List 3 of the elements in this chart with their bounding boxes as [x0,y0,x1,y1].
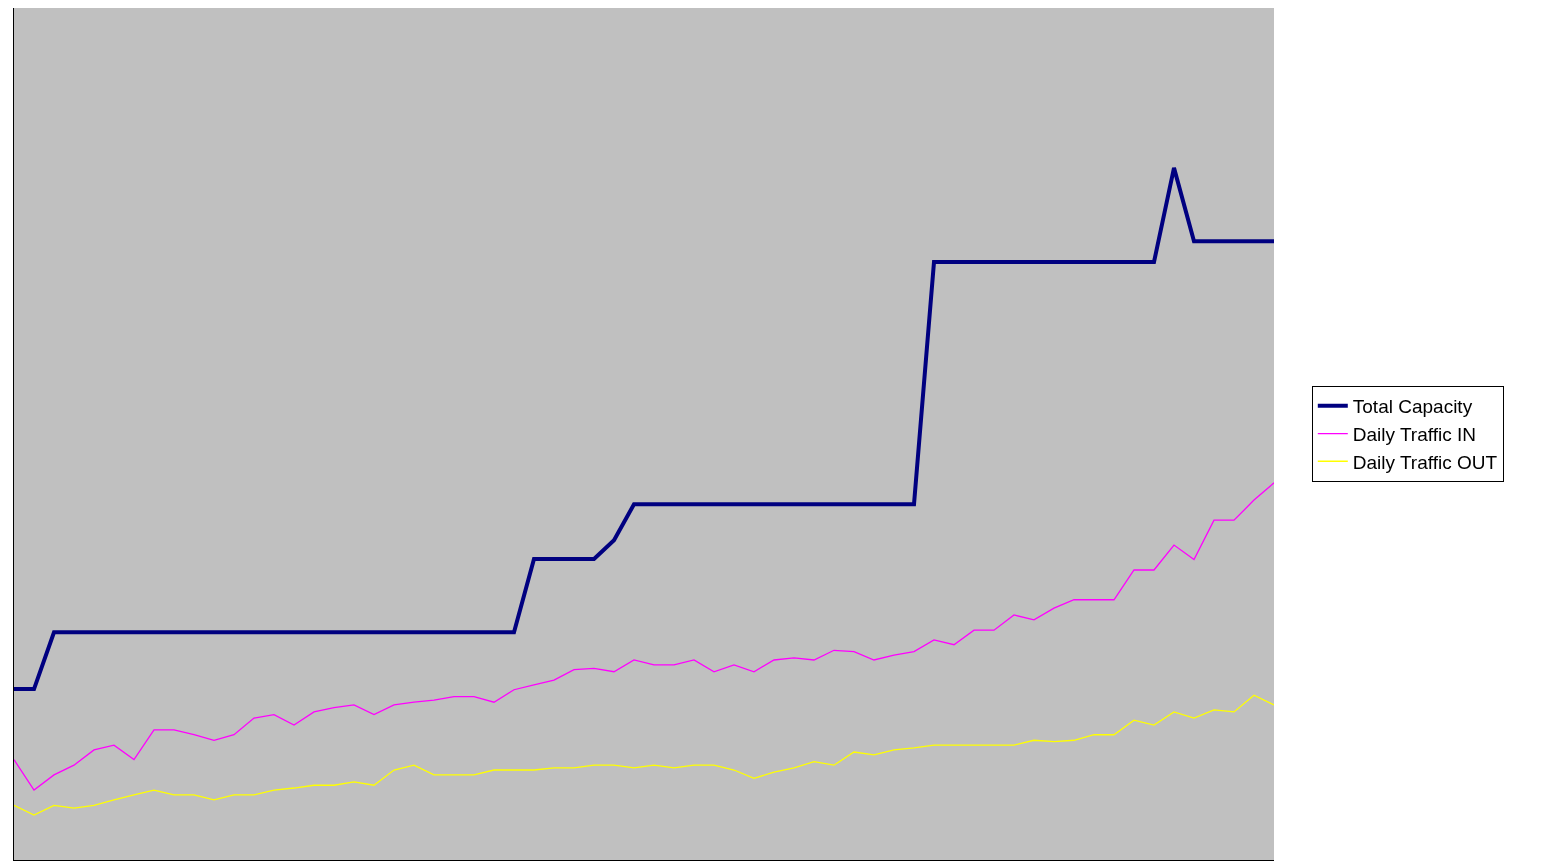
legend-label: Daily Traffic OUT [1352,451,1498,473]
legend-label: Total Capacity [1352,396,1473,418]
legend-label: Daily Traffic IN [1352,423,1476,445]
